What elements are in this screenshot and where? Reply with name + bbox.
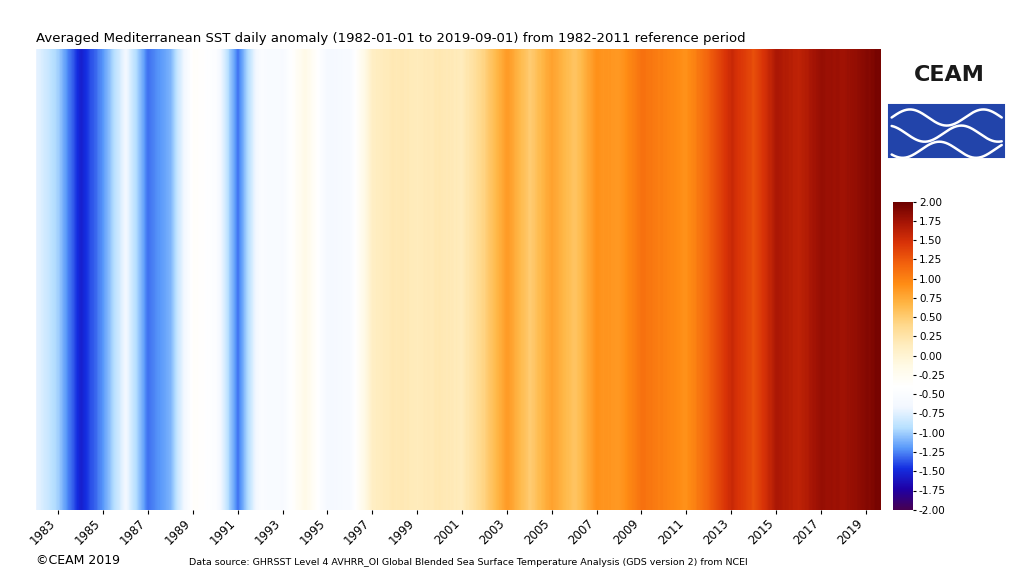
Bar [889, 105, 1005, 157]
Text: ©CEAM 2019: ©CEAM 2019 [36, 554, 120, 567]
Text: Data source: GHRSST Level 4 AVHRR_OI Global Blended Sea Surface Temperature Anal: Data source: GHRSST Level 4 AVHRR_OI Glo… [189, 558, 749, 567]
Text: CEAM: CEAM [913, 65, 985, 85]
Text: Averaged Mediterranean SST daily anomaly (1982-01-01 to 2019-09-01) from 1982-20: Averaged Mediterranean SST daily anomaly… [36, 32, 745, 45]
